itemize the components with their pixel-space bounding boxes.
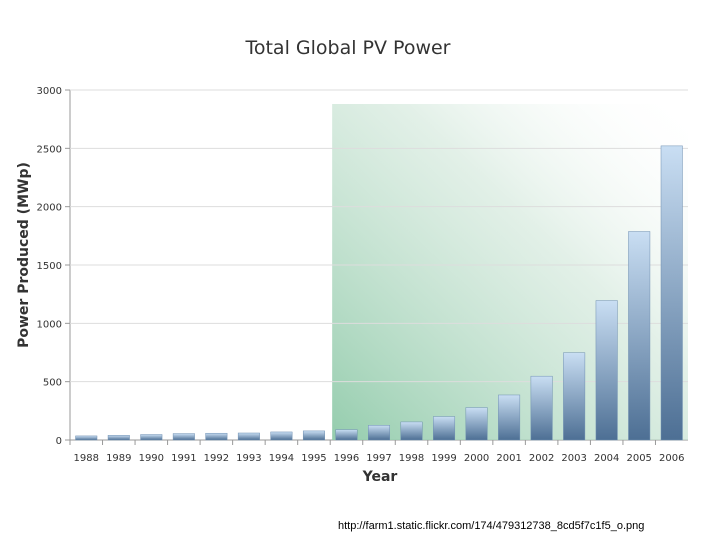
x-tick-label-2006: 2006 (659, 453, 684, 464)
y-tick-label: 3000 (37, 86, 62, 97)
x-tick-label-1991: 1991 (171, 453, 196, 464)
x-tick-label-1995: 1995 (301, 453, 326, 464)
bar-1994 (270, 431, 293, 441)
bar-1991 (172, 433, 195, 441)
x-tick-label-1999: 1999 (431, 453, 456, 464)
bar-2006 (660, 145, 683, 441)
x-tick-label-2001: 2001 (496, 453, 521, 464)
x-tick-label-2000: 2000 (464, 453, 489, 464)
y-tick-label: 1000 (37, 319, 62, 330)
x-tick-label-2004: 2004 (594, 453, 619, 464)
bar-2005 (628, 231, 651, 441)
x-tick-label-1993: 1993 (236, 453, 261, 464)
x-tick-label-1992: 1992 (204, 453, 229, 464)
bar-2003 (563, 352, 586, 441)
x-tick-label-1990: 1990 (139, 453, 164, 464)
bar-1990 (140, 434, 163, 441)
x-tick-label-2003: 2003 (561, 453, 586, 464)
chart-title: Total Global PV Power (244, 37, 450, 59)
bar-1996 (335, 429, 358, 441)
bar-1989 (107, 435, 130, 441)
bar-1997 (368, 425, 390, 441)
x-tick-label-2002: 2002 (529, 453, 554, 464)
y-tick-label: 0 (56, 436, 62, 447)
x-tick-label-1988: 1988 (74, 453, 99, 464)
y-tick-labels: 0 500 1000 1500 2000 2500 3000 (37, 86, 62, 447)
bar-1992 (205, 432, 228, 441)
bar-1998 (400, 421, 423, 441)
bar-2002 (530, 375, 553, 441)
bar-1993 (237, 432, 260, 441)
y-tick-label: 2000 (37, 203, 62, 214)
x-tick-label-1994: 1994 (269, 453, 294, 464)
bar-2004 (595, 300, 618, 441)
y-tick-label: 2500 (37, 144, 62, 155)
source-url-caption: http://farm1.static.flickr.com/174/47931… (338, 520, 645, 532)
bar-2000 (465, 407, 488, 441)
bar-2001 (498, 394, 521, 441)
gridlines (65, 89, 688, 441)
x-tick-label-1998: 1998 (399, 453, 424, 464)
x-tick-label-1996: 1996 (334, 453, 359, 464)
y-tick-label: 500 (43, 378, 62, 389)
y-axis-label: Power Produced (MWp) (16, 162, 32, 348)
y-tick-label: 1500 (37, 261, 62, 272)
bars (75, 145, 683, 441)
bar-1995 (302, 430, 325, 441)
x-tick-label-1997: 1997 (366, 453, 391, 464)
x-tick-labels: 1988 1989 1990 1991 1992 1993 1994 1995 1996 1997… (69, 440, 684, 464)
x-tick-label-1989: 1989 (106, 453, 131, 464)
bar-1988 (75, 435, 98, 441)
bar-1999 (433, 416, 456, 441)
x-tick-label-2005: 2005 (626, 453, 651, 464)
x-axis-label: Year (362, 469, 398, 485)
